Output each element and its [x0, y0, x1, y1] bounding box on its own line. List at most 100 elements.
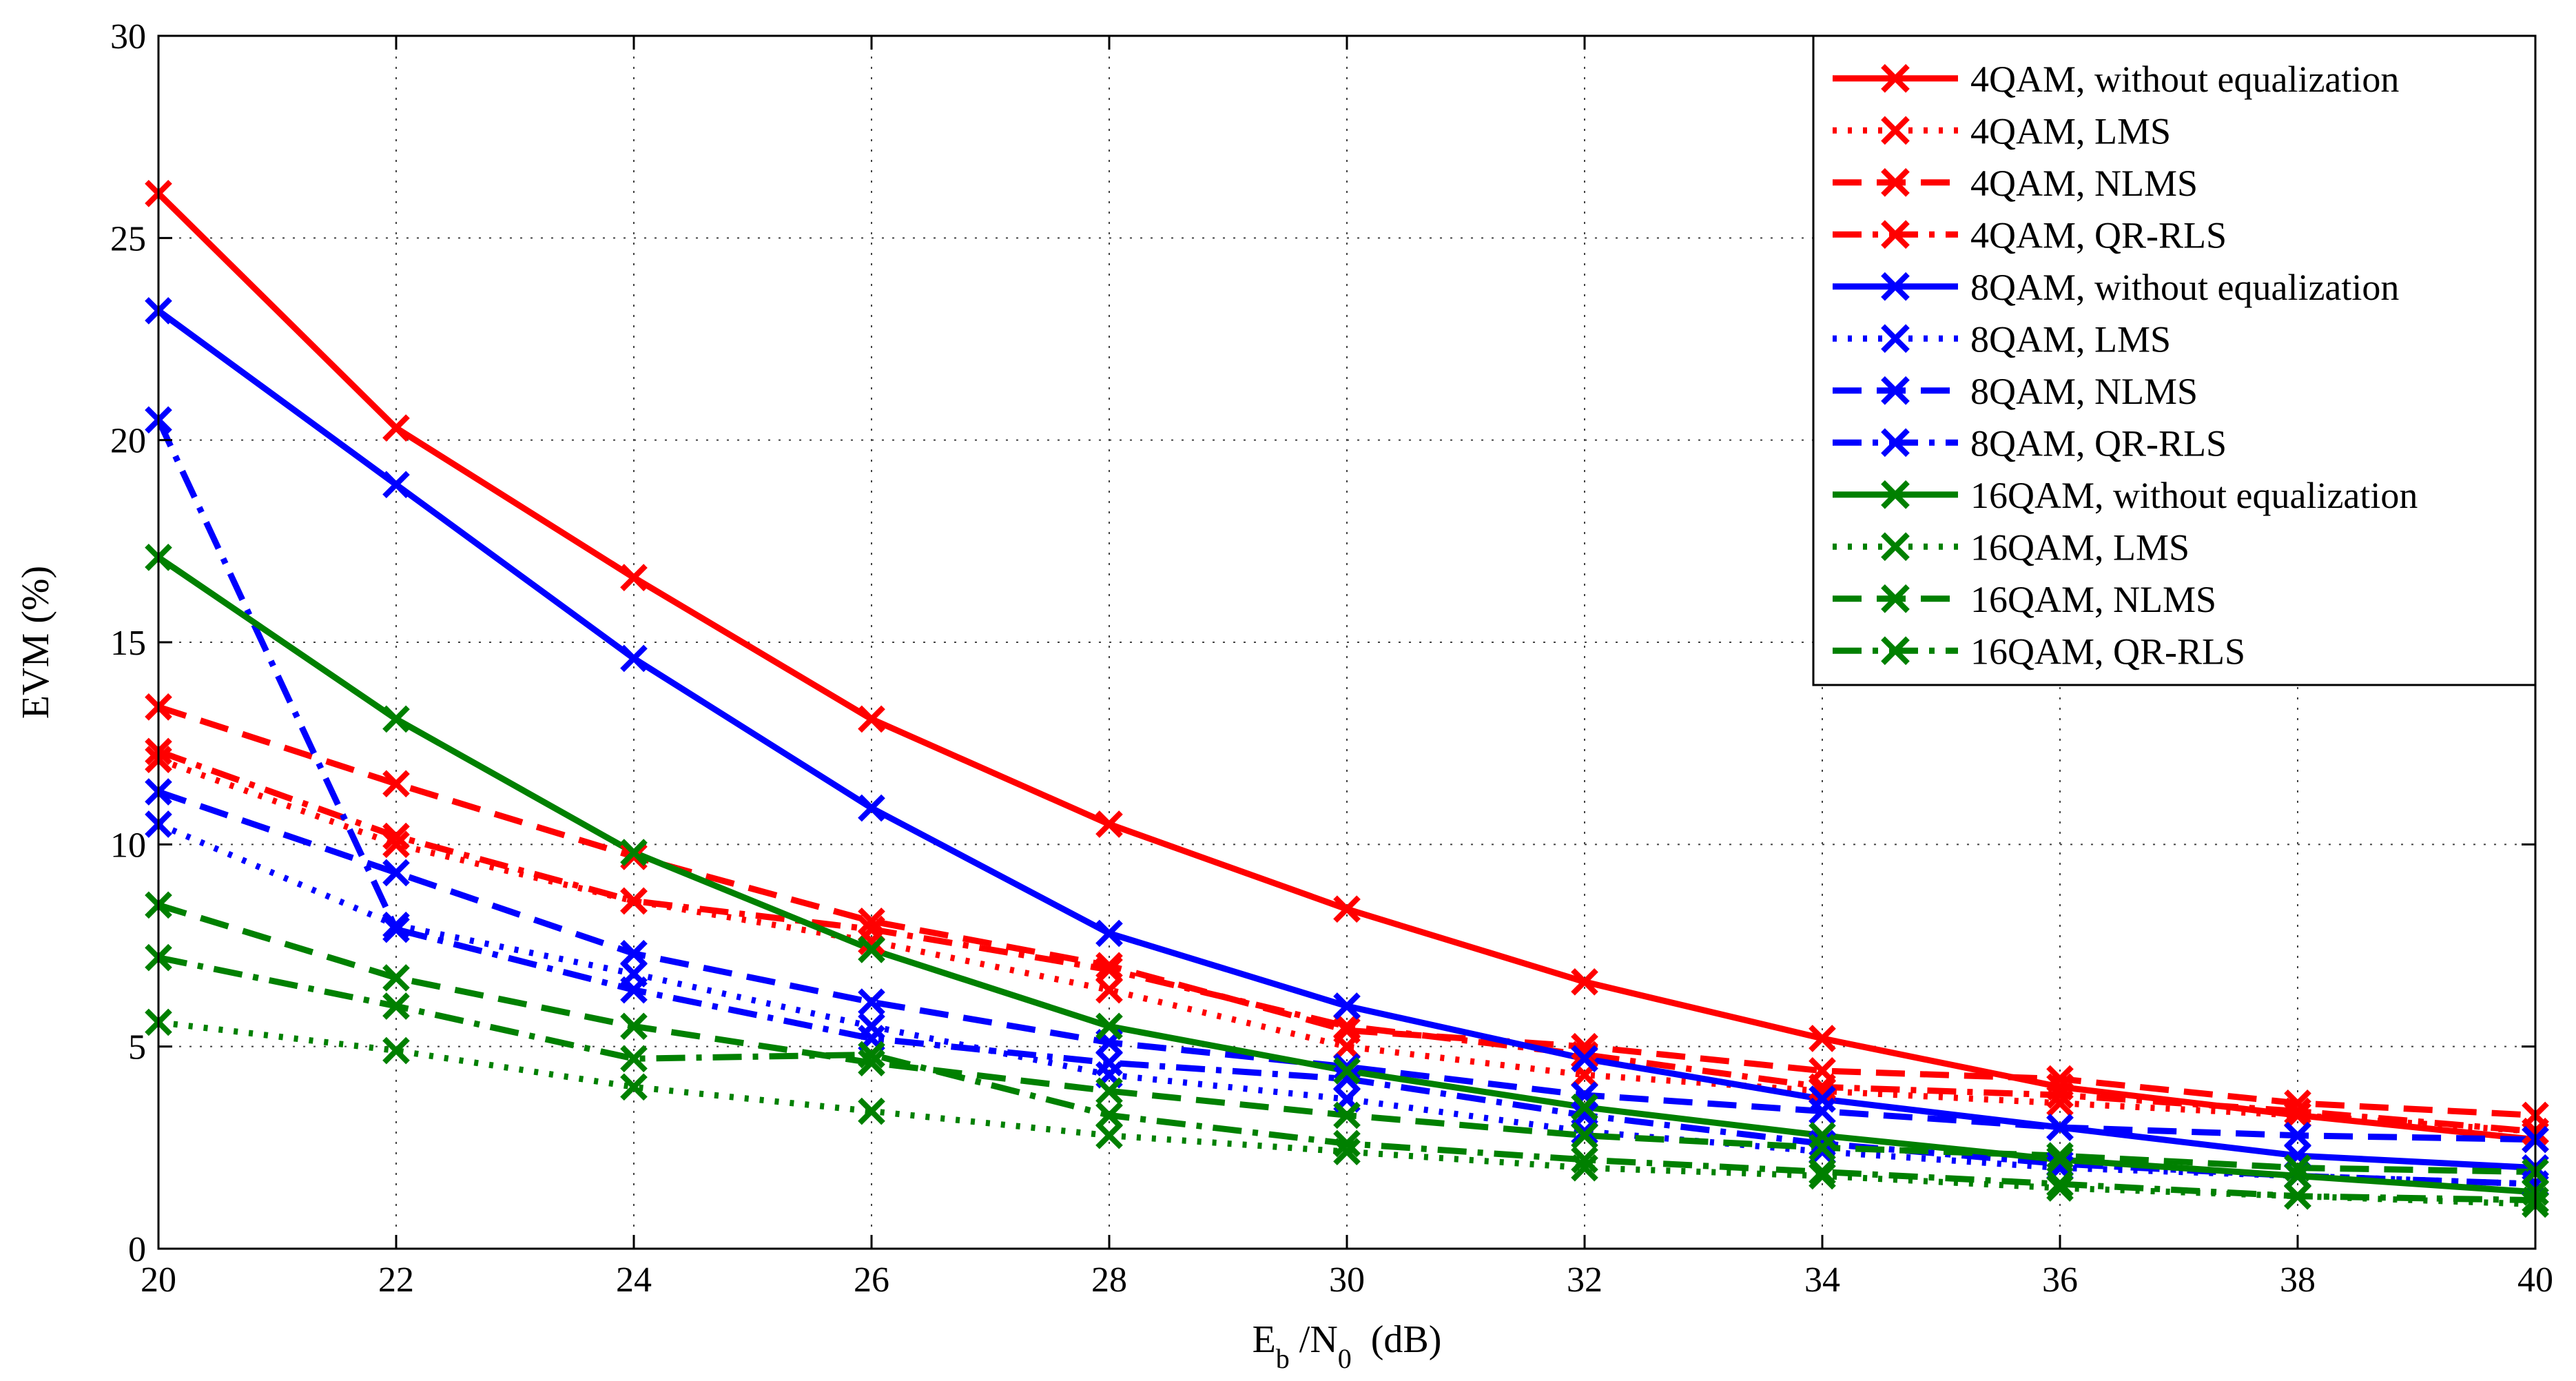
series-8-point-marker — [2046, 1146, 2074, 1174]
series-11-point-marker — [620, 1045, 648, 1073]
series-line-2 — [157, 704, 2536, 1118]
legend-label-2: 4QAM, NLMS — [1970, 163, 2198, 204]
series-0-point-marker — [858, 705, 885, 733]
series-7-point-marker — [2046, 1149, 2074, 1178]
series-11-point-marker — [2046, 1170, 2074, 1198]
legend-label-5: 8QAM, LMS — [1970, 318, 2171, 360]
series-11-point-marker — [382, 992, 410, 1020]
series-4-point-marker — [1571, 1045, 1598, 1073]
series-2-point-marker — [858, 907, 885, 935]
series-0-point-marker — [1333, 895, 1361, 923]
series-10-point-marker — [1333, 1101, 1361, 1129]
series-3-point-marker — [1095, 956, 1123, 984]
legend-label-1: 4QAM, LMS — [1970, 110, 2171, 152]
x-tick-label: 40 — [2517, 1260, 2553, 1300]
series-4-point-marker — [858, 794, 885, 822]
series-9-point-marker — [1095, 1121, 1123, 1149]
series-4-point-marker — [620, 644, 648, 673]
legend-label-9: 16QAM, LMS — [1970, 526, 2189, 568]
series-3-point-marker — [2046, 1081, 2074, 1109]
series-line-3 — [157, 748, 2536, 1135]
x-tick-label: 30 — [1329, 1260, 1365, 1300]
legend-marker-9 — [1881, 532, 1910, 562]
series-9-point-marker — [1571, 1154, 1598, 1182]
series-7-point-marker — [1809, 1129, 1836, 1158]
legend-label-8: 16QAM, without equalization — [1970, 475, 2418, 516]
y-tick-label: 20 — [110, 422, 146, 461]
y-tick-label: 0 — [128, 1230, 146, 1269]
series-9-point-marker — [2046, 1174, 2074, 1202]
series-11-point-marker — [1333, 1129, 1361, 1158]
legend-marker-1 — [1881, 116, 1910, 145]
x-tick-label: 26 — [854, 1260, 889, 1300]
legend-marker-4 — [1881, 272, 1910, 301]
series-10-point-marker — [1095, 1077, 1123, 1105]
legend-label-0: 4QAM, without equalization — [1970, 59, 2399, 100]
legend-label-3: 4QAM, QR-RLS — [1970, 214, 2227, 256]
series-7-point-marker — [620, 976, 648, 1004]
legend-marker-0 — [1881, 63, 1910, 93]
legend-marker-11 — [1881, 636, 1910, 666]
legend-marker-8 — [1881, 480, 1910, 509]
x-tick-label: 24 — [616, 1260, 652, 1300]
series-8-point-marker — [2284, 1162, 2311, 1190]
series-4-point-marker — [1095, 919, 1123, 948]
series-0-point-marker — [1571, 968, 1598, 996]
series-2-point-marker — [2284, 1089, 2311, 1117]
series-8-point-marker — [1571, 1093, 1598, 1121]
series-8-point-marker — [858, 936, 885, 963]
series-6-point-marker — [1809, 1097, 1836, 1125]
series-11-point-marker — [858, 1041, 885, 1069]
series-6-point-marker — [382, 859, 410, 887]
y-tick-label: 25 — [110, 219, 146, 258]
x-tick-label: 36 — [2042, 1260, 2078, 1300]
series-3-point-marker — [382, 822, 410, 850]
series-0-point-marker — [1095, 810, 1123, 838]
series-3-point-marker — [620, 887, 648, 915]
series-10-point-marker — [1809, 1134, 1836, 1162]
legend-box — [1812, 34, 2537, 686]
x-tick-label: 22 — [378, 1260, 414, 1300]
series-10-point-marker — [382, 964, 410, 992]
series-11-point-marker — [2284, 1182, 2311, 1210]
series-1-point-marker — [1095, 976, 1123, 1004]
series-1-point-marker — [1809, 1077, 1836, 1105]
x-tick-label: 34 — [1804, 1260, 1840, 1300]
series-8-point-marker — [382, 705, 410, 733]
series-1-point-marker — [382, 830, 410, 859]
series-11-point-marker — [1809, 1158, 1836, 1186]
series-6-point-marker — [620, 939, 648, 968]
y-axis-label: EVM (%) — [14, 566, 57, 719]
x-tick-label: 32 — [1567, 1260, 1603, 1300]
series-9-point-marker — [858, 1097, 885, 1125]
series-2-point-marker — [620, 843, 648, 870]
legend-marker-7 — [1881, 428, 1910, 458]
series-2-point-marker — [1333, 1016, 1361, 1045]
series-10-point-marker — [620, 1012, 648, 1041]
series-3-point-marker — [1333, 1012, 1361, 1041]
x-axis-label: Eb /N0 (dB) — [1253, 1318, 1442, 1374]
legend-label-7: 8QAM, QR-RLS — [1970, 422, 2227, 464]
series-7-point-marker — [1571, 1101, 1598, 1129]
legend-marker-5 — [1881, 324, 1910, 354]
series-5-point-marker — [382, 911, 410, 939]
y-tick-label: 15 — [110, 624, 146, 663]
series-9-point-marker — [1333, 1138, 1361, 1166]
legend-marker-2 — [1881, 167, 1910, 197]
series-9-point-marker — [1809, 1162, 1836, 1190]
series-10-point-marker — [2284, 1154, 2311, 1182]
legend-label-11: 16QAM, QR-RLS — [1970, 631, 2245, 672]
series-2-point-marker — [1095, 952, 1123, 980]
series-10-point-marker — [2046, 1142, 2074, 1169]
legend-label-6: 8QAM, NLMS — [1970, 371, 2198, 412]
series-markers — [145, 179, 2549, 1218]
series-6-point-marker — [858, 988, 885, 1016]
legend-label-4: 8QAM, without equalization — [1970, 267, 2399, 308]
series-8-point-marker — [1333, 1057, 1361, 1085]
series-9-point-marker — [620, 1073, 648, 1101]
series-line-1 — [157, 756, 2536, 1135]
y-tick-label: 10 — [110, 826, 146, 865]
legend-label-10: 16QAM, NLMS — [1970, 579, 2216, 620]
series-2-point-marker — [382, 770, 410, 798]
